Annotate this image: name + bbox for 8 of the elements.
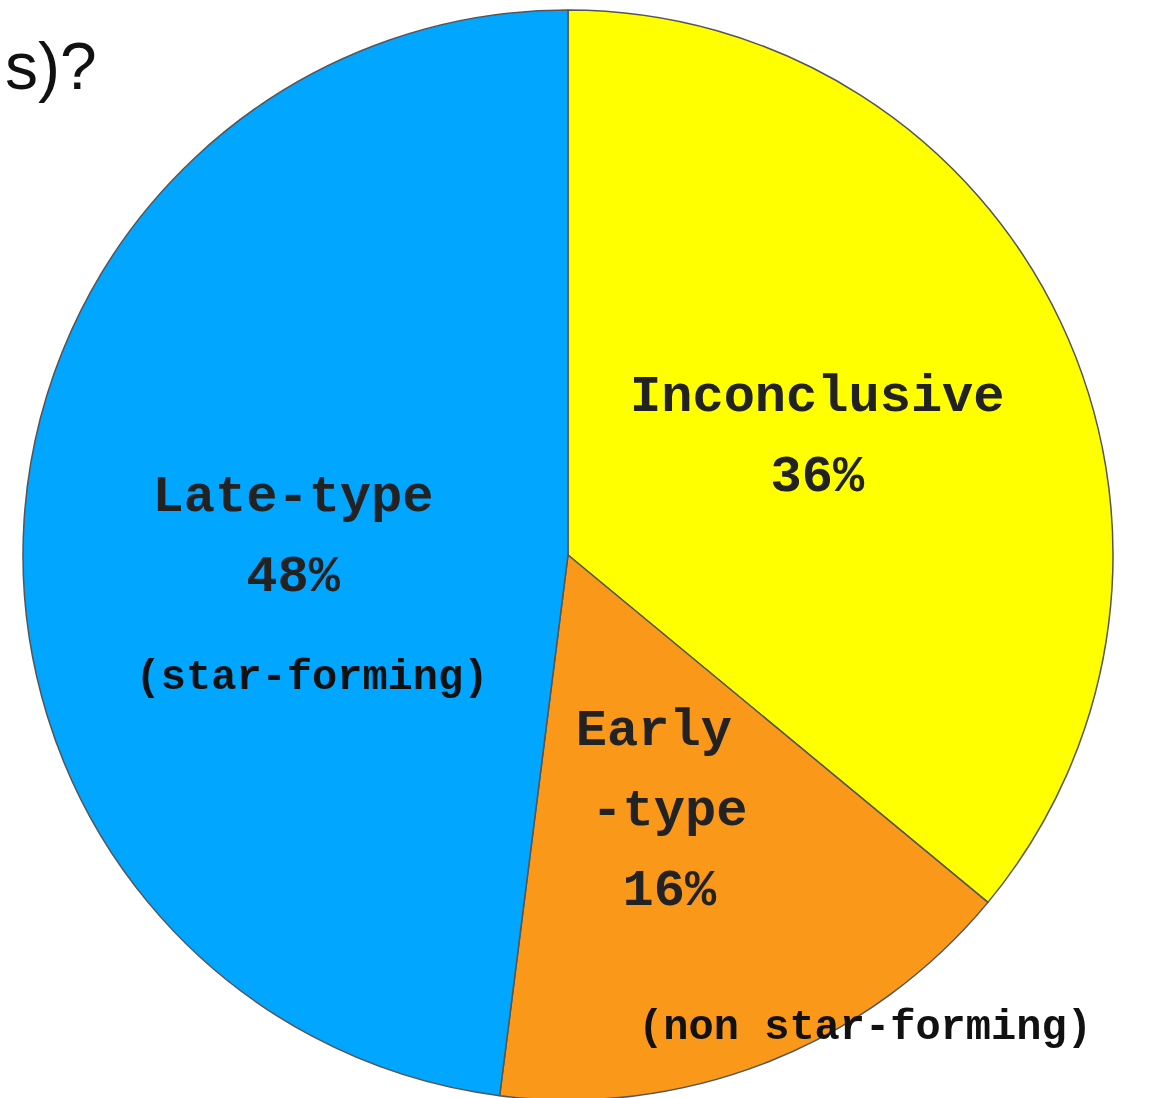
text: (star-forming) [135,654,489,702]
slice-label: Late-type [152,468,434,528]
data-label: 48% [246,548,341,608]
slice-label: Inconclusive [630,368,1005,428]
data-label: 36% [770,448,865,508]
data-label: 16% [622,861,718,921]
chart-title: s)? [5,29,97,103]
slice-label: Early -type [575,701,764,841]
